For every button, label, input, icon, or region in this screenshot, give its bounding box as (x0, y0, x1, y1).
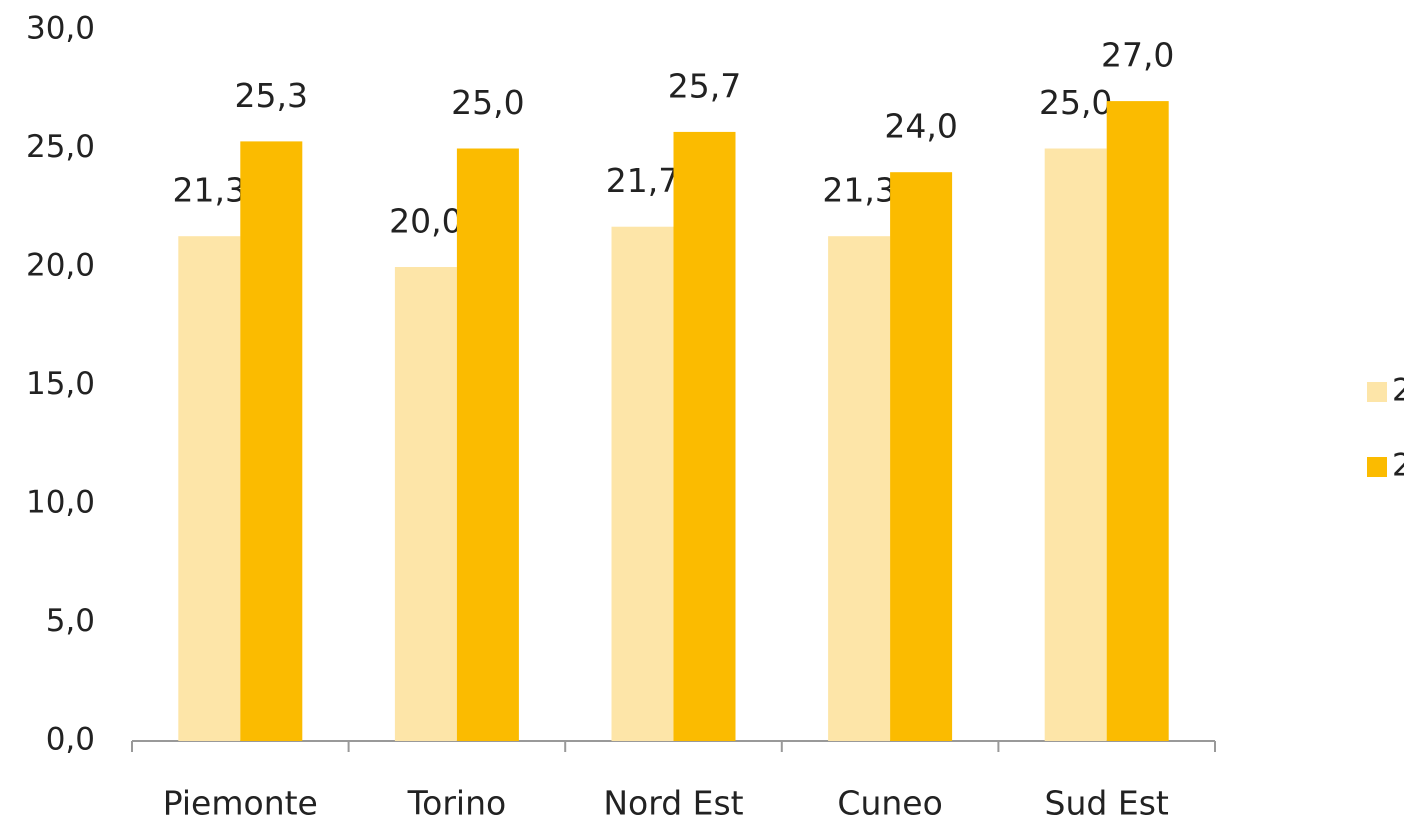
x-tick-label: Sud Est (1045, 784, 1169, 823)
data-label: 21,3 (822, 171, 895, 210)
y-tick-label: 5,0 (46, 603, 95, 639)
bar (1044, 148, 1107, 741)
data-label: 25,7 (668, 66, 741, 105)
x-tick-label: Nord Est (603, 784, 743, 823)
data-label: 25,3 (235, 76, 308, 115)
bar (673, 131, 736, 741)
legend-label: 2017 (1392, 448, 1404, 484)
data-label: 25,0 (1039, 83, 1112, 122)
bar (890, 172, 953, 741)
bar (394, 267, 457, 741)
legend-swatch (1367, 457, 1387, 477)
y-tick-label: 25,0 (26, 129, 95, 165)
bar (240, 141, 303, 741)
bar (1106, 101, 1169, 742)
y-tick-label: 10,0 (26, 485, 95, 521)
data-label: 21,7 (606, 161, 679, 200)
bar (178, 236, 241, 741)
bar (828, 236, 891, 741)
data-label: 25,0 (451, 83, 524, 122)
data-label: 21,3 (173, 171, 246, 210)
data-label: 20,0 (389, 202, 462, 241)
y-tick-label: 0,0 (46, 722, 95, 758)
x-tick-label: Piemonte (163, 784, 318, 823)
y-tick-label: 30,0 (26, 11, 95, 47)
data-label: 27,0 (1101, 36, 1174, 75)
legend-swatch (1367, 382, 1387, 402)
x-tick-label: Torino (407, 784, 507, 823)
bar (456, 148, 519, 741)
x-tick-label: Cuneo (837, 784, 942, 823)
data-label: 24,0 (884, 107, 957, 146)
bar (611, 226, 674, 741)
y-tick-label: 15,0 (26, 366, 95, 402)
y-tick-label: 20,0 (26, 248, 95, 284)
legend-label: 2001 (1392, 373, 1404, 409)
